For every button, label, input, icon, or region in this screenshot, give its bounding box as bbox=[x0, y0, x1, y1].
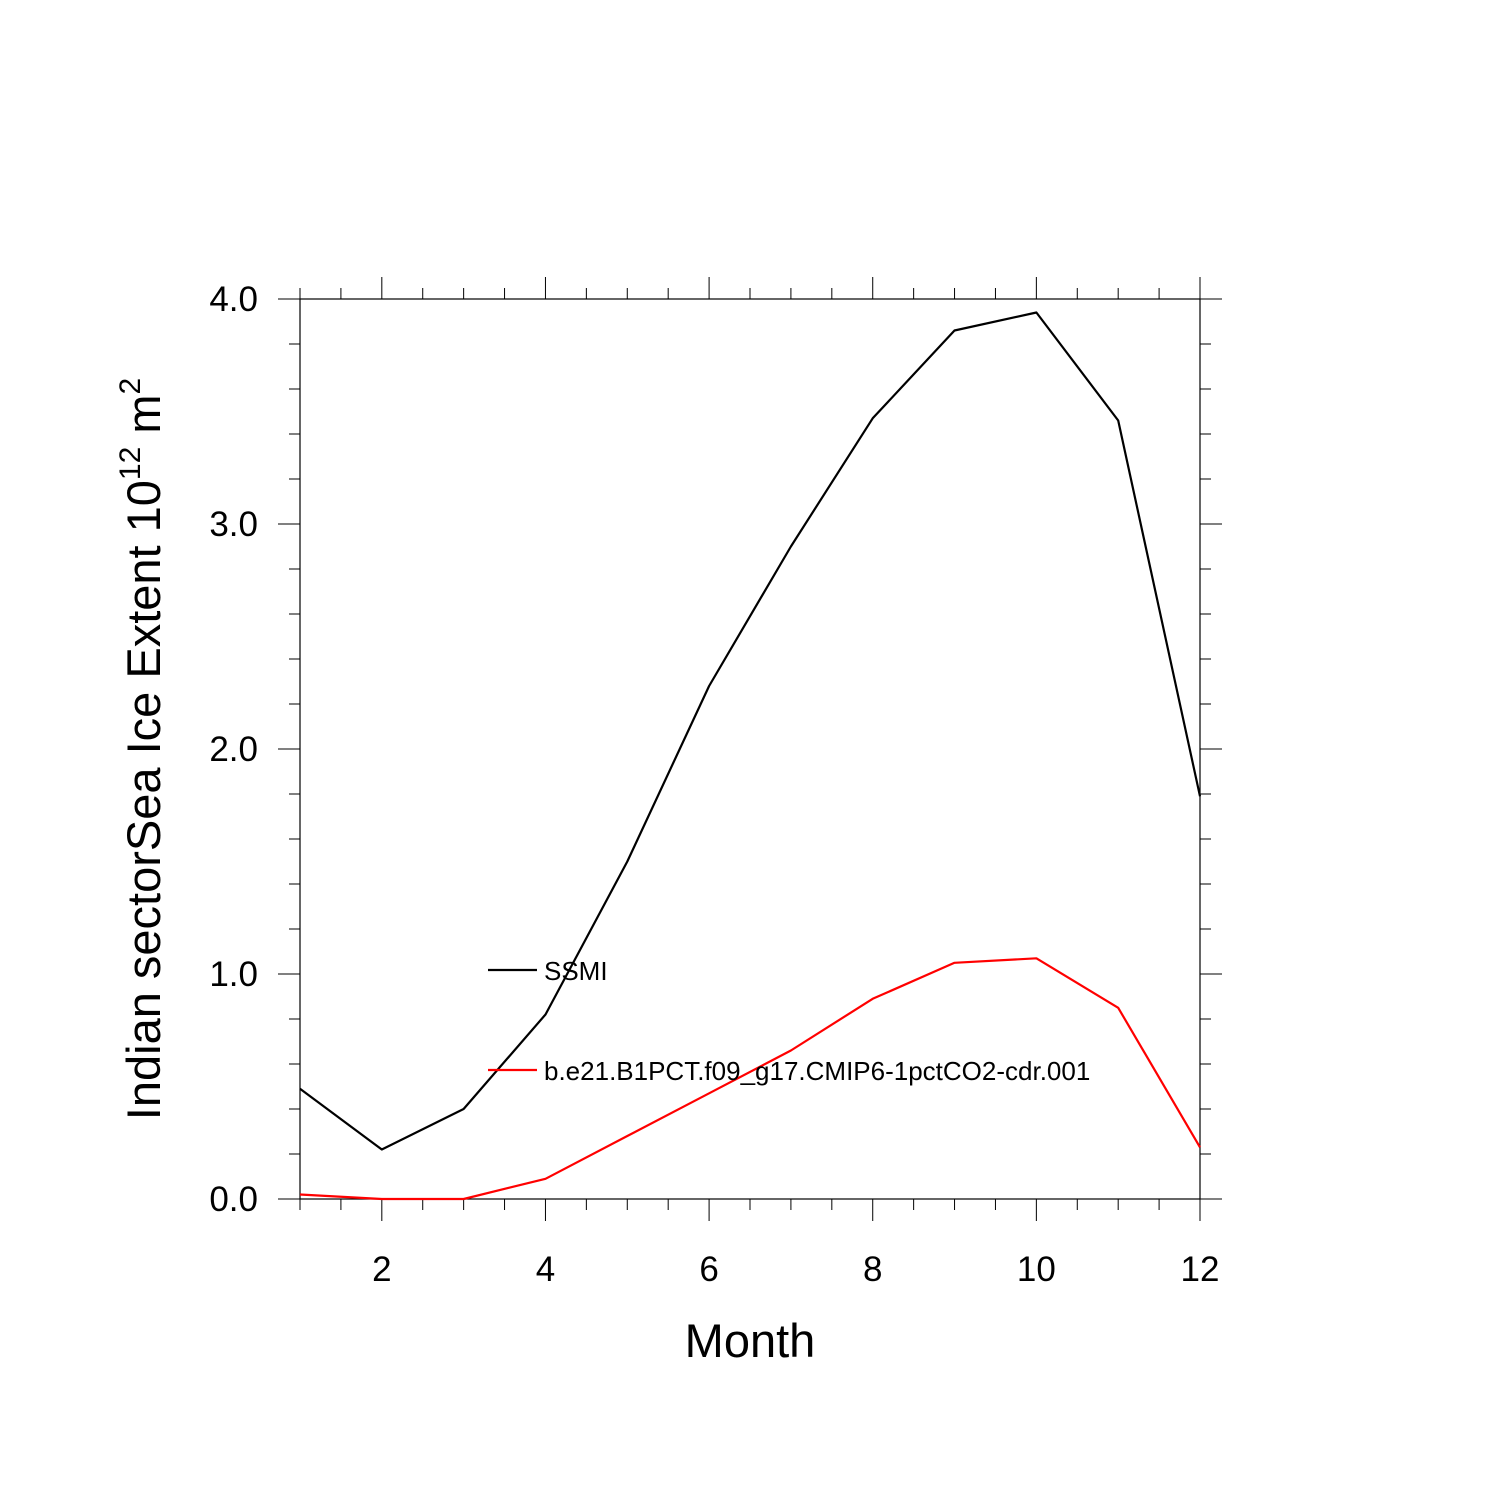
y-tick-label: 4.0 bbox=[209, 280, 258, 319]
legend: SSMI b.e21.B1PCT.f09_g17.CMIP6-1pctCO2-cd… bbox=[488, 956, 1090, 1086]
y-axis-title-exponent: 12 bbox=[114, 447, 147, 480]
x-tick-label: 12 bbox=[1181, 1250, 1220, 1289]
x-tick-label: 8 bbox=[863, 1250, 882, 1289]
y-tick-label: 0.0 bbox=[209, 1180, 258, 1219]
series-line-2 bbox=[299, 957, 1201, 1201]
x-tick-label: 4 bbox=[536, 1250, 555, 1289]
y-axis-title-unit: m bbox=[117, 394, 170, 446]
legend-label-2: b.e21.B1PCT.f09_g17.CMIP6-1pctCO2-cdr.00… bbox=[544, 1056, 1090, 1086]
x-tick-label: 10 bbox=[1017, 1250, 1056, 1289]
y-tick-label: 2.0 bbox=[209, 730, 258, 769]
y-axis-title: Indian sectorSea Ice Extent 1012 m2 bbox=[114, 378, 170, 1120]
series-lines bbox=[299, 311, 1202, 1201]
y-axis-title-unit-exponent: 2 bbox=[114, 378, 147, 395]
axis-tick-labels: 2 4 6 8 10 12 0.0 1.0 2.0 3.0 4.0 bbox=[209, 280, 1219, 1289]
series-line-1 bbox=[299, 311, 1202, 1151]
y-axis-title-main: Indian sectorSea Ice Extent 10 bbox=[117, 480, 170, 1120]
x-tick-label: 6 bbox=[699, 1250, 718, 1289]
legend-label-1: SSMI bbox=[544, 956, 608, 986]
x-tick-label: 2 bbox=[372, 1250, 391, 1289]
y-tick-label: 3.0 bbox=[209, 505, 258, 544]
y-tick-label: 1.0 bbox=[209, 955, 258, 994]
axis-ticks bbox=[278, 277, 1222, 1221]
x-axis-title: Month bbox=[685, 1314, 816, 1367]
